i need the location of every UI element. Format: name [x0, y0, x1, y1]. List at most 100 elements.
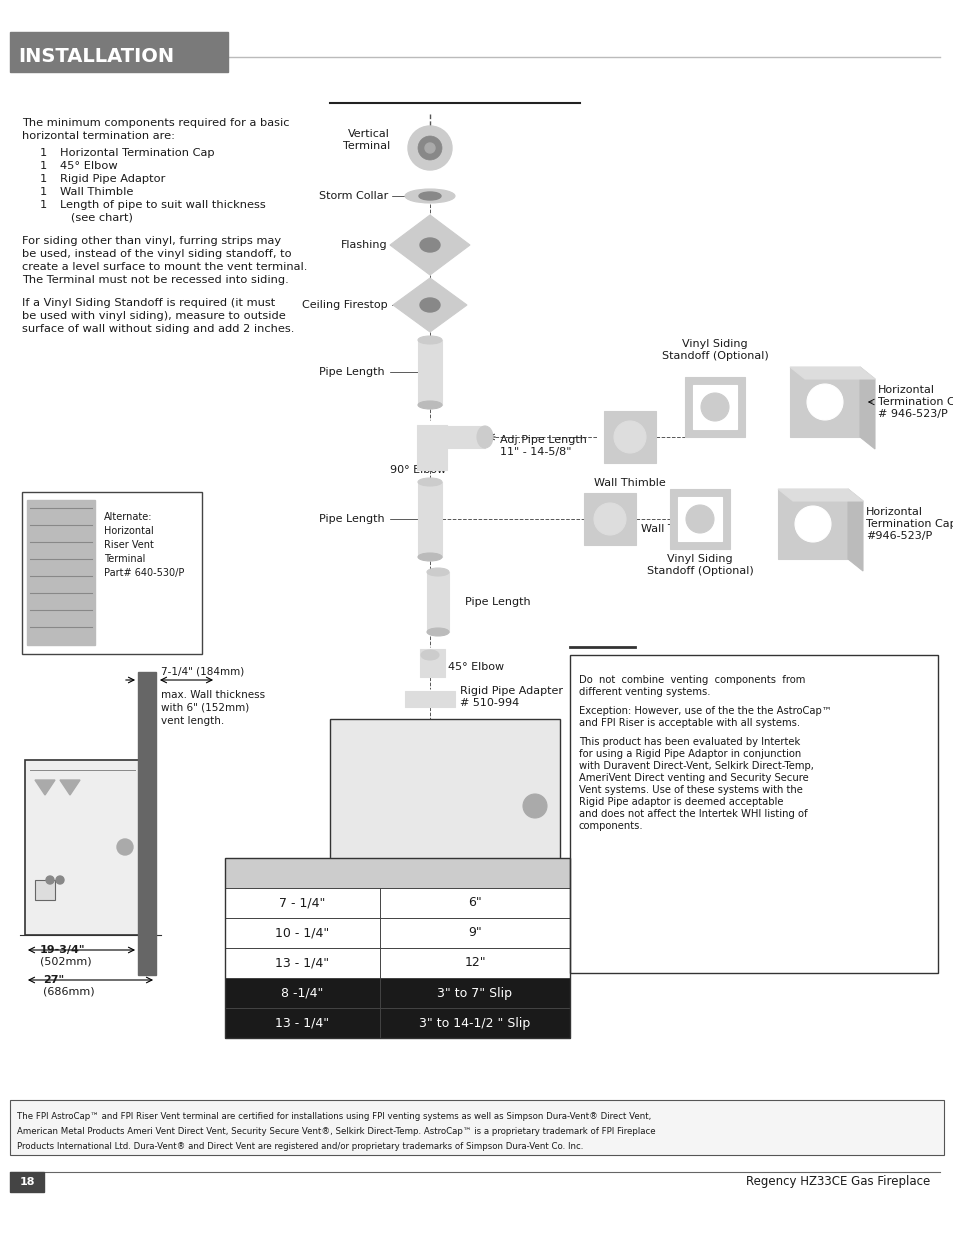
Ellipse shape	[419, 298, 439, 312]
Ellipse shape	[420, 650, 438, 659]
Bar	[25, 760, 140, 935]
Text: Flashing: Flashing	[341, 240, 388, 249]
Text: 3" to 7" Slip: 3" to 7" Slip	[437, 987, 512, 999]
Text: max. Wall thickness: max. Wall thickness	[161, 690, 265, 700]
Bar	[417, 340, 441, 405]
Circle shape	[700, 393, 728, 421]
Circle shape	[806, 384, 842, 420]
Text: 12": 12"	[464, 956, 485, 969]
Text: 9": 9"	[468, 926, 481, 940]
Bar	[35, 881, 55, 900]
Bar	[603, 411, 656, 463]
Polygon shape	[60, 781, 80, 795]
Text: 18: 18	[19, 1177, 34, 1187]
Ellipse shape	[427, 629, 449, 636]
Bar	[569, 655, 937, 973]
Text: AmeriVent Direct venting and Security Secure: AmeriVent Direct venting and Security Se…	[578, 773, 808, 783]
Text: Horizontal: Horizontal	[104, 526, 153, 536]
Ellipse shape	[417, 336, 441, 345]
Bar	[225, 858, 569, 888]
Text: 45° Elbow: 45° Elbow	[60, 161, 117, 170]
Bar	[10, 1172, 44, 1192]
Text: 19-3/4": 19-3/4"	[40, 945, 86, 955]
Text: vent length.: vent length.	[161, 716, 224, 726]
Text: different venting systems.: different venting systems.	[578, 687, 710, 697]
Ellipse shape	[405, 189, 455, 203]
Bar	[225, 858, 569, 1037]
Bar	[789, 367, 859, 437]
Text: This product has been evaluated by Intertek: This product has been evaluated by Inter…	[578, 737, 800, 747]
Bar	[405, 692, 455, 706]
Bar	[225, 948, 569, 978]
Bar	[225, 978, 569, 1008]
Text: 8 -1/4": 8 -1/4"	[280, 987, 323, 999]
Text: (see chart): (see chart)	[60, 212, 132, 224]
Bar	[692, 385, 737, 429]
Text: Wall Thimble: Wall Thimble	[60, 186, 133, 198]
Text: (502mm): (502mm)	[40, 957, 91, 967]
Circle shape	[408, 126, 452, 170]
Polygon shape	[390, 215, 470, 275]
Bar	[430, 426, 484, 448]
Text: Pipe Length: Pipe Length	[464, 597, 530, 606]
Text: Length of pipe to suit wall thickness: Length of pipe to suit wall thickness	[60, 200, 266, 210]
Text: Pipe Length: Pipe Length	[319, 514, 385, 524]
Ellipse shape	[427, 568, 449, 576]
Text: 13 - 1/4": 13 - 1/4"	[274, 956, 329, 969]
Polygon shape	[778, 489, 862, 501]
Circle shape	[417, 136, 441, 161]
Text: and FPI Riser is acceptable with all systems.: and FPI Riser is acceptable with all sys…	[578, 718, 800, 727]
Polygon shape	[789, 367, 874, 379]
Text: 1: 1	[40, 186, 48, 198]
Ellipse shape	[476, 426, 493, 448]
Text: 45° Elbow: 45° Elbow	[448, 662, 503, 672]
Text: 1: 1	[40, 161, 48, 170]
Text: The Terminal must not be recessed into siding.: The Terminal must not be recessed into s…	[22, 275, 289, 285]
Text: Ceiling Firestop: Ceiling Firestop	[302, 300, 388, 310]
Bar	[27, 500, 95, 645]
Bar	[417, 482, 441, 557]
Text: 90° Elbow: 90° Elbow	[390, 466, 446, 475]
Text: For siding other than vinyl, furring strips may: For siding other than vinyl, furring str…	[22, 236, 281, 246]
Text: for using a Rigid Pipe Adaptor in conjunction: for using a Rigid Pipe Adaptor in conjun…	[578, 748, 801, 760]
Polygon shape	[847, 489, 862, 571]
Text: horizontal termination are:: horizontal termination are:	[22, 131, 174, 141]
Text: Wall Thimble: Wall Thimble	[594, 478, 665, 488]
Circle shape	[56, 876, 64, 884]
Text: American Metal Products Ameri Vent Direct Vent, Security Secure Vent®, Selkirk D: American Metal Products Ameri Vent Direc…	[17, 1128, 655, 1136]
Text: with 6" (152mm): with 6" (152mm)	[161, 703, 249, 713]
Text: 1: 1	[40, 148, 48, 158]
Text: Vinyl Siding
Standoff (Optional): Vinyl Siding Standoff (Optional)	[646, 555, 753, 576]
Bar	[10, 32, 228, 72]
Bar	[669, 489, 729, 550]
Text: 7 - 1/4": 7 - 1/4"	[278, 897, 325, 909]
Text: Vent systems. Use of these systems with the: Vent systems. Use of these systems with …	[578, 785, 802, 795]
Text: create a level surface to mount the vent terminal.: create a level surface to mount the vent…	[22, 262, 307, 272]
Text: and does not affect the Intertek WHI listing of: and does not affect the Intertek WHI lis…	[578, 809, 807, 819]
Circle shape	[424, 143, 435, 153]
Bar	[22, 492, 202, 655]
Polygon shape	[393, 278, 467, 332]
Text: Vertical
Terminal: Vertical Terminal	[342, 130, 390, 151]
Ellipse shape	[418, 191, 440, 200]
Text: Terminal: Terminal	[104, 555, 145, 564]
Text: Products International Ltd. Dura-Vent® and Direct Vent are registered and/or pro: Products International Ltd. Dura-Vent® a…	[17, 1142, 583, 1151]
Polygon shape	[859, 367, 874, 450]
Bar	[678, 496, 721, 541]
Text: 1: 1	[40, 200, 48, 210]
Polygon shape	[35, 781, 55, 795]
Text: 1: 1	[40, 174, 48, 184]
Text: Rigid Pipe Adaptor: Rigid Pipe Adaptor	[60, 174, 165, 184]
Text: Rigid Pipe Adapter
# 510-994: Rigid Pipe Adapter # 510-994	[459, 687, 562, 708]
Text: Part# 640-530/P: Part# 640-530/P	[104, 568, 184, 578]
Text: Horizontal
Termination Cap
#946-523/P: Horizontal Termination Cap #946-523/P	[865, 508, 953, 541]
Bar	[225, 1008, 569, 1037]
Bar	[778, 489, 847, 559]
Bar	[225, 918, 569, 948]
Bar	[583, 493, 636, 545]
Circle shape	[522, 794, 546, 818]
Text: Adj.Pipe Length
11" - 14-5/8": Adj.Pipe Length 11" - 14-5/8"	[499, 435, 586, 457]
Text: Regency HZ33CE Gas Fireplace: Regency HZ33CE Gas Fireplace	[745, 1176, 929, 1188]
Text: Exception: However, use of the the the AstroCap™: Exception: However, use of the the the A…	[578, 706, 831, 716]
Bar	[684, 377, 744, 437]
